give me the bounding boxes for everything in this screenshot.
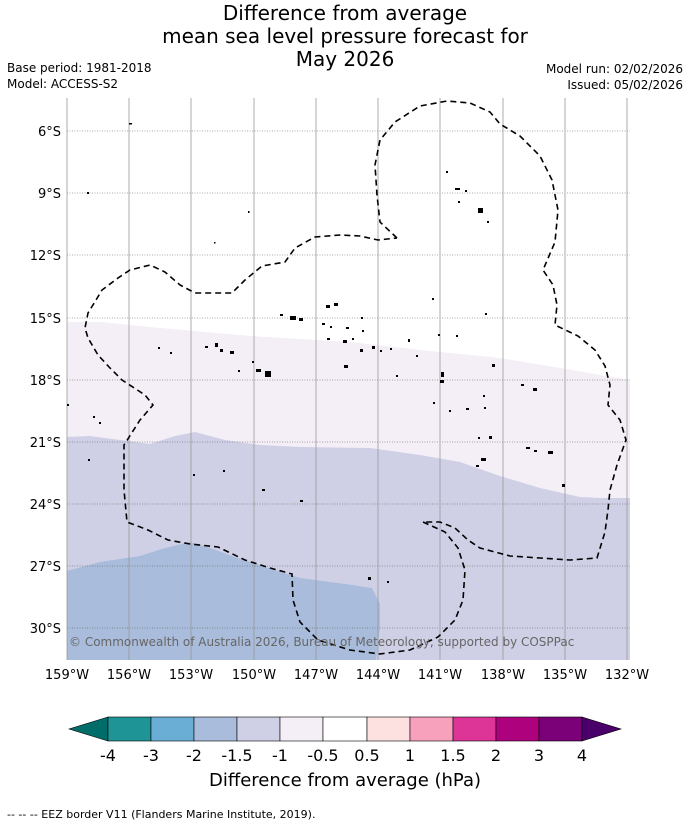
colorbar-tick-label: -1 [272, 746, 288, 765]
colorbar-ticks: -4 -3 -2 -1.5 -1 -0.5 0.5 1 1.5 2 3 4 [100, 746, 587, 765]
colorbar-tick-label: -1.5 [221, 746, 252, 765]
anomaly-band-blue [67, 542, 380, 660]
lat-label: 6°S [38, 125, 61, 140]
title-line-2: mean sea level pressure forecast for [162, 24, 528, 48]
lat-label: 18°S [30, 374, 61, 389]
lon-label: 156°W [107, 668, 151, 683]
lat-labels: 6°S 9°S 12°S 15°S 18°S 21°S 24°S 27°S 30… [30, 125, 61, 637]
lat-label: 9°S [38, 187, 61, 202]
colorbar-tick-label: -4 [100, 746, 116, 765]
colorbar-tick-label: 3 [534, 746, 544, 765]
colorbar-bin [366, 716, 411, 742]
eez-footnote: -- -- -- EEZ border V11 (Flanders Marine… [7, 808, 316, 821]
colorbar-bin [236, 716, 281, 742]
colorbar-bin [495, 716, 540, 742]
colorbar-tick-label: 0.5 [354, 746, 379, 765]
issued-date: Issued: 05/02/2026 [567, 78, 683, 92]
colorbar-bin [279, 716, 324, 742]
meta-left: Base period: 1981-2018 Model: ACCESS-S2 [7, 60, 152, 92]
lat-label: 15°S [30, 312, 61, 327]
colorbar-tick-label: 4 [577, 746, 587, 765]
colorbar: -4 -3 -2 -1.5 -1 -0.5 0.5 1 1.5 2 3 4 [67, 716, 623, 765]
copyright-notice: © Commonwealth of Australia 2026, Bureau… [69, 635, 574, 649]
lon-label: 141°W [418, 668, 462, 683]
colorbar-extend-high [581, 716, 623, 742]
colorbar-extend-low [67, 716, 109, 742]
meridians [66, 98, 628, 660]
title-line-1: Difference from average [222, 1, 468, 25]
colorbar-title: Difference from average (hPa) [208, 770, 482, 791]
lon-label: 150°W [232, 668, 276, 683]
lat-label: 30°S [30, 622, 61, 637]
lon-labels: 159°W 156°W 153°W 150°W 147°W 144°W 141°… [45, 668, 649, 683]
colorbar-bin [193, 716, 238, 742]
eez-border [84, 100, 627, 655]
colorbar-bin [322, 716, 368, 742]
colorbar-tick-label: -2 [186, 746, 202, 765]
colorbar-bin [452, 716, 497, 742]
lon-label: 159°W [45, 668, 89, 683]
colorbar-bin [107, 716, 152, 742]
lat-label: 12°S [30, 249, 61, 264]
lon-label: 135°W [543, 668, 587, 683]
title-line-3: May 2026 [295, 47, 395, 71]
colorbar-bin [150, 716, 195, 742]
lon-label: 153°W [169, 668, 213, 683]
colorbar-bin [538, 716, 583, 742]
model-run: Model run: 02/02/2026 [545, 62, 683, 76]
lon-label: 138°W [481, 668, 525, 683]
lat-label: 24°S [30, 498, 61, 513]
base-period: Base period: 1981-2018 [7, 61, 152, 75]
lon-label: 144°W [356, 668, 400, 683]
colorbar-tick-label: 2 [491, 746, 501, 765]
colorbar-tick-label: -0.5 [307, 746, 338, 765]
map-panel: © Commonwealth of Australia 2026, Bureau… [66, 98, 630, 660]
lon-label: 132°W [605, 668, 649, 683]
map-title: Difference from average mean sea level p… [0, 2, 690, 71]
colorbar-bin [409, 716, 454, 742]
model-name: Model: ACCESS-S2 [7, 77, 119, 91]
meta-right: Model run: 02/02/2026 Issued: 05/02/2026 [546, 61, 683, 93]
lat-label: 27°S [30, 560, 61, 575]
colorbar-tick-label: -3 [143, 746, 159, 765]
islands [67, 123, 565, 583]
colorbar-tick-label: 1.5 [440, 746, 465, 765]
colorbar-tick-label: 1 [405, 746, 415, 765]
lat-label: 21°S [30, 436, 61, 451]
lon-label: 147°W [294, 668, 338, 683]
